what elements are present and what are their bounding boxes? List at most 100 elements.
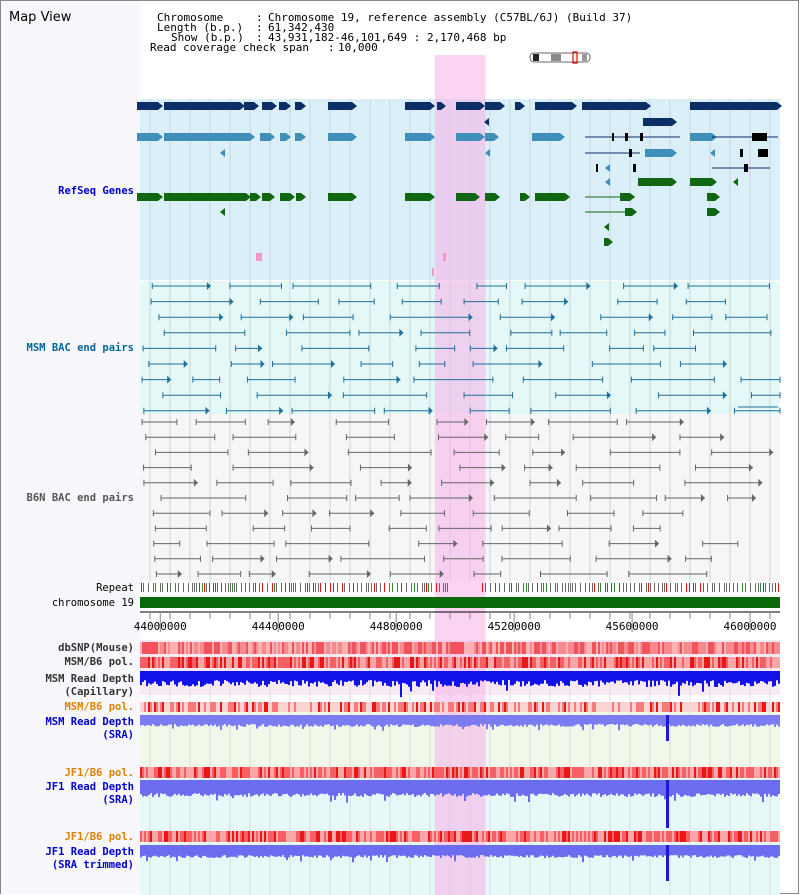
depth-bar bbox=[376, 715, 378, 727]
depth-bar bbox=[168, 780, 170, 797]
b6n-bac-end-pairs bbox=[141, 418, 774, 578]
heat-cell bbox=[280, 657, 282, 668]
heat-cell bbox=[742, 767, 744, 778]
heat-cell bbox=[554, 831, 556, 842]
depth-bar bbox=[588, 780, 590, 796]
depth-bar bbox=[406, 671, 408, 685]
heat-cell bbox=[614, 657, 616, 668]
heat-cell bbox=[344, 702, 346, 712]
depth-bar bbox=[684, 780, 686, 795]
heat-cell bbox=[544, 642, 546, 654]
heat-cell bbox=[520, 642, 522, 654]
heat-cell bbox=[454, 642, 456, 654]
heat-cell bbox=[620, 767, 622, 778]
heat-cell bbox=[492, 642, 494, 654]
depth-bar bbox=[302, 715, 304, 729]
depth-bar bbox=[740, 780, 742, 797]
bac-end-arrow bbox=[655, 539, 660, 548]
depth-bar bbox=[688, 780, 690, 796]
heat-cell bbox=[678, 831, 680, 842]
heat-cell bbox=[656, 831, 658, 842]
heat-cell bbox=[382, 767, 384, 778]
depth-bar bbox=[160, 780, 162, 794]
heat-cell bbox=[738, 831, 740, 842]
depth-bar bbox=[176, 671, 178, 687]
depth-bar bbox=[526, 715, 528, 727]
depth-bar bbox=[536, 671, 538, 685]
heat-cell bbox=[560, 831, 562, 842]
repeat-mark bbox=[543, 583, 544, 592]
heat-cell bbox=[364, 642, 366, 654]
heat-cell bbox=[166, 767, 168, 778]
heat-cell bbox=[314, 702, 316, 712]
depth-bar bbox=[210, 845, 212, 858]
depth-bar bbox=[204, 845, 206, 856]
heat-cell bbox=[714, 767, 716, 778]
heat-cell bbox=[212, 767, 214, 778]
depth-bar bbox=[160, 671, 162, 686]
gene-block bbox=[638, 178, 672, 186]
gene-strand-arrow bbox=[301, 193, 306, 201]
depth-bar bbox=[704, 715, 706, 726]
depth-bar bbox=[184, 845, 186, 858]
repeat-mark bbox=[592, 583, 593, 592]
heat-cell bbox=[314, 657, 316, 668]
depth-bar bbox=[148, 715, 150, 726]
depth-bar bbox=[478, 671, 480, 687]
heat-cell bbox=[706, 657, 708, 668]
heat-cell bbox=[598, 767, 600, 778]
depth-bar bbox=[706, 671, 708, 684]
gene-block bbox=[520, 193, 525, 201]
depth-bar bbox=[576, 780, 578, 796]
depth-bar bbox=[192, 671, 194, 685]
gene-block bbox=[690, 178, 712, 186]
depth-bar bbox=[272, 845, 274, 857]
repeat-mark bbox=[262, 583, 263, 592]
depth-bar bbox=[776, 780, 778, 797]
depth-bar bbox=[406, 715, 408, 725]
depth-bar bbox=[246, 671, 248, 681]
heat-cell bbox=[700, 767, 702, 778]
heat-cell bbox=[360, 767, 362, 778]
heat-cell bbox=[606, 767, 608, 778]
heat-cell bbox=[370, 702, 372, 712]
depth-bar bbox=[542, 845, 544, 856]
dbsnp-strip bbox=[140, 642, 780, 654]
depth-bar bbox=[522, 715, 524, 727]
heat-cell bbox=[368, 831, 370, 842]
gene-block bbox=[456, 193, 475, 201]
depth-bar bbox=[434, 845, 436, 856]
depth-bar bbox=[638, 671, 640, 685]
repeat-mark bbox=[750, 583, 751, 592]
heat-cell bbox=[278, 702, 280, 712]
heat-cell bbox=[678, 657, 680, 668]
depth-bar bbox=[652, 671, 654, 681]
depth-bar bbox=[492, 671, 494, 682]
repeat-mark bbox=[445, 583, 446, 592]
heat-cell bbox=[392, 642, 394, 654]
depth-bar bbox=[268, 845, 270, 858]
heat-cell bbox=[624, 702, 626, 712]
heat-cell bbox=[286, 657, 288, 668]
gene-strand-arrow bbox=[158, 193, 163, 201]
heat-cell bbox=[712, 767, 714, 778]
heat-cell bbox=[214, 767, 216, 778]
heat-cell bbox=[456, 642, 458, 654]
heat-cell bbox=[500, 767, 502, 778]
heat-cell bbox=[474, 831, 476, 842]
depth-bar bbox=[270, 715, 272, 726]
depth-bar bbox=[346, 845, 348, 857]
depth-bar bbox=[624, 671, 626, 683]
depth-bar bbox=[370, 671, 372, 681]
depth-bar bbox=[598, 780, 600, 794]
heat-cell bbox=[510, 767, 512, 778]
depth-bar bbox=[554, 780, 556, 795]
heat-cell bbox=[474, 642, 476, 654]
heat-cell bbox=[582, 702, 584, 712]
heat-cell bbox=[512, 642, 514, 654]
heat-cell bbox=[212, 657, 214, 668]
heat-cell bbox=[632, 642, 634, 654]
depth-bar bbox=[298, 715, 300, 727]
depth-bar bbox=[554, 845, 556, 858]
